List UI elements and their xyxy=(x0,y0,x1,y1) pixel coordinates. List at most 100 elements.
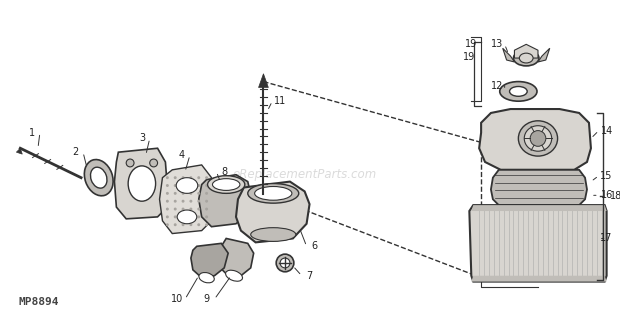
Ellipse shape xyxy=(166,200,169,203)
Text: 19: 19 xyxy=(463,52,476,62)
Text: 15: 15 xyxy=(600,171,613,181)
Text: 18: 18 xyxy=(610,191,620,201)
Ellipse shape xyxy=(149,159,157,167)
Text: 14: 14 xyxy=(601,126,613,136)
Text: 10: 10 xyxy=(171,294,184,304)
Text: MP8894: MP8894 xyxy=(19,297,59,307)
Ellipse shape xyxy=(174,223,177,226)
Ellipse shape xyxy=(166,176,169,179)
Ellipse shape xyxy=(205,192,208,195)
Ellipse shape xyxy=(205,223,208,226)
Polygon shape xyxy=(115,148,167,219)
Ellipse shape xyxy=(174,200,177,203)
Ellipse shape xyxy=(126,159,134,167)
Polygon shape xyxy=(259,74,268,88)
Ellipse shape xyxy=(190,192,192,195)
Text: 19: 19 xyxy=(465,39,477,49)
Ellipse shape xyxy=(174,192,177,195)
Ellipse shape xyxy=(190,200,192,203)
Ellipse shape xyxy=(166,223,169,226)
Text: 8: 8 xyxy=(221,167,228,177)
Ellipse shape xyxy=(182,200,185,203)
Ellipse shape xyxy=(197,192,200,195)
Ellipse shape xyxy=(205,176,208,179)
Ellipse shape xyxy=(513,50,539,66)
Ellipse shape xyxy=(518,121,557,156)
Ellipse shape xyxy=(500,81,537,101)
Polygon shape xyxy=(199,175,250,227)
Ellipse shape xyxy=(205,215,208,218)
Polygon shape xyxy=(469,205,606,282)
Ellipse shape xyxy=(197,200,200,203)
Ellipse shape xyxy=(84,159,113,196)
Polygon shape xyxy=(191,243,228,278)
Ellipse shape xyxy=(510,87,527,96)
Ellipse shape xyxy=(197,223,200,226)
Polygon shape xyxy=(515,44,538,58)
Ellipse shape xyxy=(176,178,198,193)
Polygon shape xyxy=(471,276,606,282)
Text: eReplacementParts.com: eReplacementParts.com xyxy=(232,168,377,181)
Ellipse shape xyxy=(182,215,185,218)
Ellipse shape xyxy=(197,184,200,187)
Text: 17: 17 xyxy=(600,233,613,243)
Polygon shape xyxy=(218,239,254,276)
Ellipse shape xyxy=(248,184,299,203)
Ellipse shape xyxy=(197,208,200,211)
Ellipse shape xyxy=(166,208,169,211)
Text: 3: 3 xyxy=(139,133,145,143)
Ellipse shape xyxy=(166,184,169,187)
Ellipse shape xyxy=(166,215,169,218)
Polygon shape xyxy=(471,205,606,211)
Ellipse shape xyxy=(280,258,290,268)
Ellipse shape xyxy=(276,254,294,272)
Text: 11: 11 xyxy=(274,96,286,106)
Polygon shape xyxy=(538,48,550,62)
Ellipse shape xyxy=(205,184,208,187)
Ellipse shape xyxy=(197,215,200,218)
Ellipse shape xyxy=(199,272,215,283)
Ellipse shape xyxy=(520,53,533,63)
Ellipse shape xyxy=(177,210,197,224)
Text: 16: 16 xyxy=(601,190,613,200)
Ellipse shape xyxy=(208,176,245,193)
Ellipse shape xyxy=(525,126,552,151)
Polygon shape xyxy=(479,109,591,170)
Text: 13: 13 xyxy=(490,39,503,49)
Ellipse shape xyxy=(530,131,546,146)
Ellipse shape xyxy=(190,176,192,179)
Ellipse shape xyxy=(174,208,177,211)
Text: 6: 6 xyxy=(311,241,317,251)
Ellipse shape xyxy=(205,208,208,211)
Text: 7: 7 xyxy=(306,271,312,281)
Text: 2: 2 xyxy=(72,147,78,157)
Ellipse shape xyxy=(182,192,185,195)
Ellipse shape xyxy=(128,166,156,201)
Ellipse shape xyxy=(174,215,177,218)
Ellipse shape xyxy=(91,167,107,188)
Polygon shape xyxy=(503,48,515,62)
Ellipse shape xyxy=(226,270,242,281)
Polygon shape xyxy=(491,170,587,205)
Ellipse shape xyxy=(174,184,177,187)
Ellipse shape xyxy=(213,179,240,190)
Text: 1: 1 xyxy=(29,128,35,137)
Ellipse shape xyxy=(190,184,192,187)
Ellipse shape xyxy=(250,228,296,242)
Ellipse shape xyxy=(182,176,185,179)
Ellipse shape xyxy=(166,192,169,195)
Ellipse shape xyxy=(182,208,185,211)
Polygon shape xyxy=(236,182,309,242)
Polygon shape xyxy=(16,148,22,154)
Text: 4: 4 xyxy=(179,150,185,160)
Polygon shape xyxy=(159,165,215,233)
Ellipse shape xyxy=(197,176,200,179)
Ellipse shape xyxy=(255,186,292,200)
Ellipse shape xyxy=(190,215,192,218)
Ellipse shape xyxy=(182,223,185,226)
Ellipse shape xyxy=(174,176,177,179)
Ellipse shape xyxy=(205,200,208,203)
Text: 9: 9 xyxy=(203,294,210,304)
Text: 12: 12 xyxy=(490,80,503,90)
Ellipse shape xyxy=(190,223,192,226)
